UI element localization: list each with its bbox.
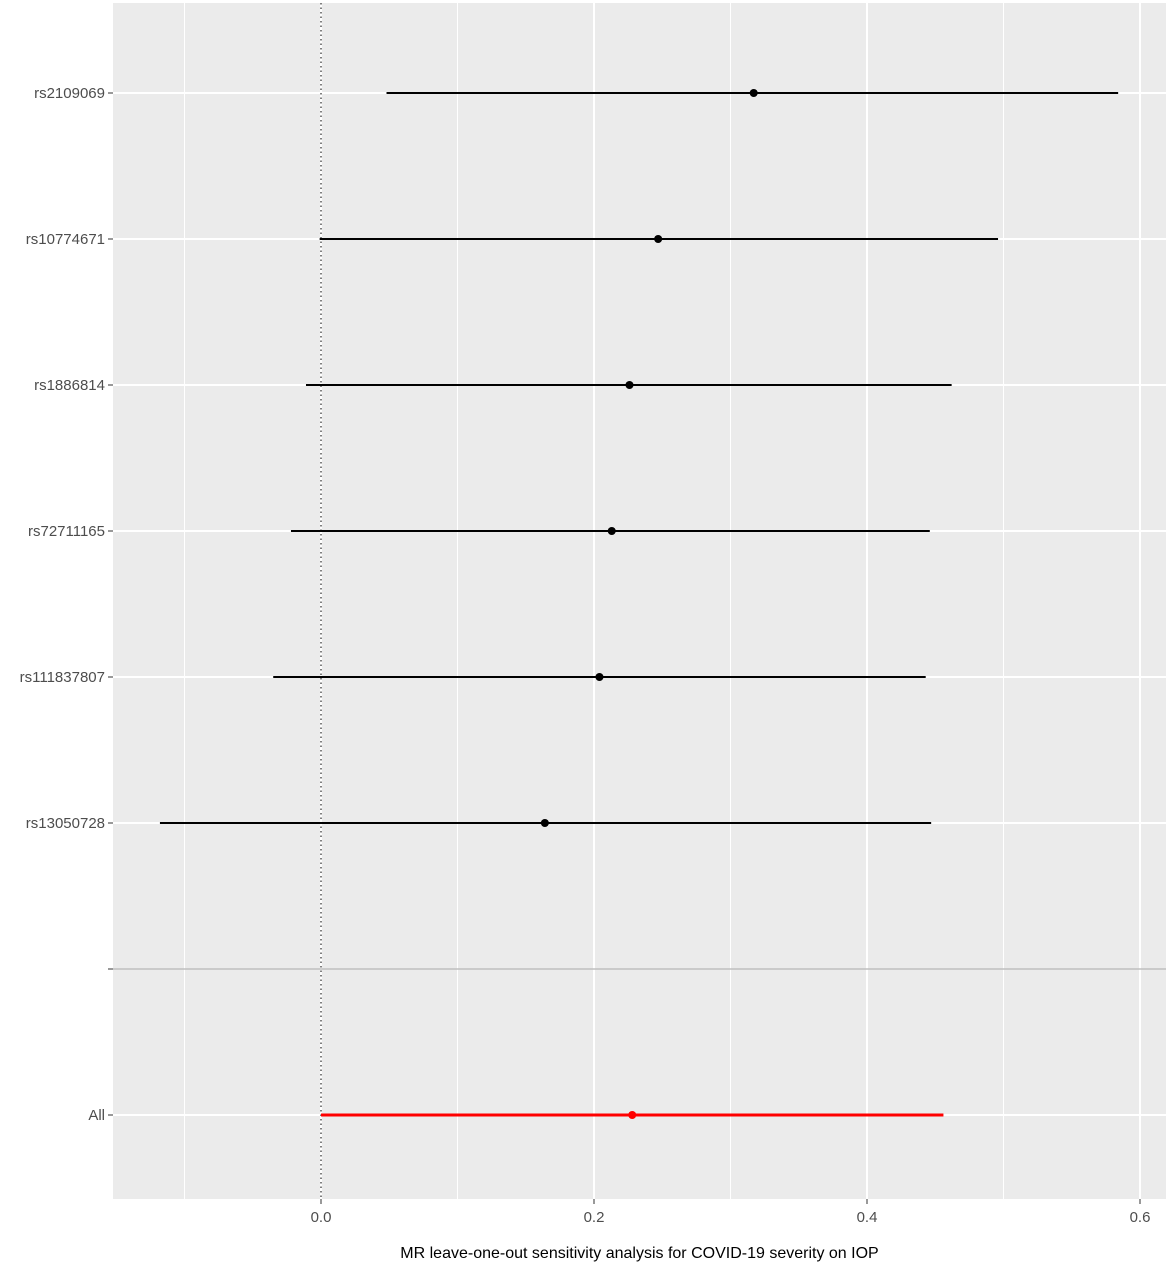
estimate-point	[607, 527, 616, 535]
estimate-point	[749, 89, 758, 97]
grid-minor	[184, 3, 1004, 1199]
estimate-point	[625, 381, 634, 389]
x-tick-label: 0.0	[311, 1209, 332, 1226]
y-tick-label: rs111837807	[20, 669, 105, 686]
x-axis-title: MR leave-one-out sensitivity analysis fo…	[400, 1245, 878, 1262]
y-tick-label: rs10774671	[26, 231, 105, 248]
x-tick-label: 0.2	[584, 1209, 605, 1226]
y-tick-label: rs2109069	[34, 85, 105, 102]
y-axis: rs2109069 rs10774671 rs1886814 rs72711165 rs…	[20, 85, 113, 1124]
estimate-point	[595, 673, 604, 681]
y-tick-label: rs72711165	[28, 523, 105, 540]
x-axis: 0.0 0.2 0.4 0.6	[311, 1199, 1151, 1226]
estimate-point	[540, 819, 549, 827]
x-tick-label: 0.6	[1130, 1209, 1151, 1226]
y-tick-label: rs1886814	[34, 377, 105, 394]
x-tick-label: 0.4	[857, 1209, 878, 1226]
overall-estimate-point	[628, 1111, 637, 1119]
estimate-marks	[159, 89, 1119, 1119]
estimate-point	[654, 235, 663, 243]
y-tick-label: rs13050728	[26, 815, 105, 832]
y-tick-label: All	[88, 1107, 105, 1124]
panel-background	[113, 3, 1166, 1199]
